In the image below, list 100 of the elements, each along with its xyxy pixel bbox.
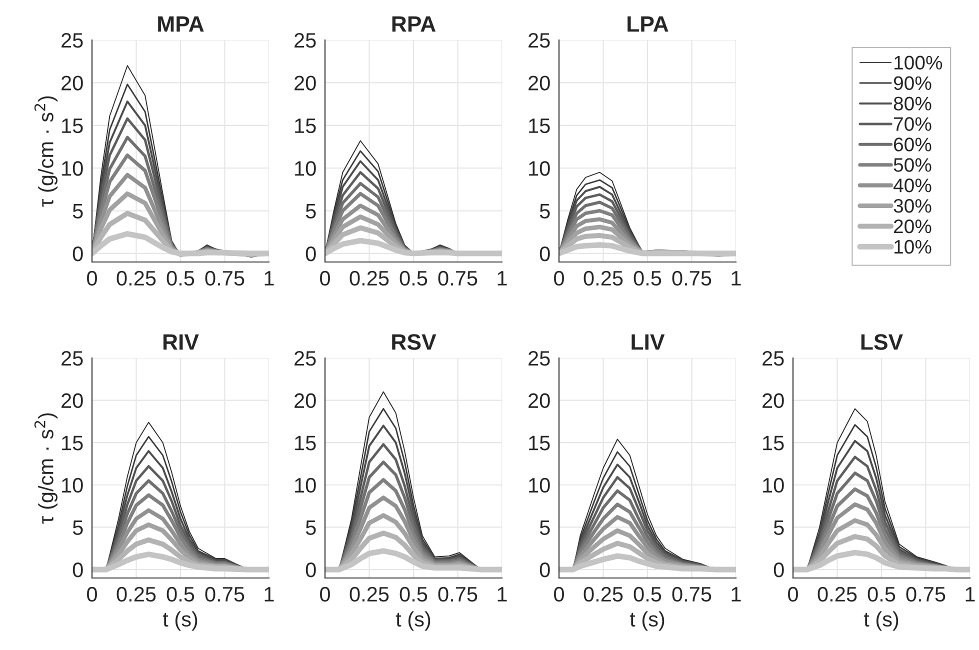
x-tick-label: 0 — [320, 586, 330, 602]
legend-label: 40% — [893, 178, 932, 192]
legend-label: 30% — [894, 199, 932, 213]
y-tick-label: 10 — [529, 478, 550, 493]
chart-title: LPA — [628, 16, 668, 32]
legend-label: 80% — [894, 96, 932, 110]
y-tick-label: 0 — [306, 562, 316, 578]
y-tick-label: 25 — [62, 33, 83, 48]
legend-label: 50% — [894, 158, 932, 172]
x-tick-label: 0.75 — [672, 586, 712, 602]
x-tick-label: 0.25 — [818, 586, 857, 602]
y-tick-label: 20 — [294, 76, 316, 90]
x-tick-label: 0.25 — [116, 586, 156, 602]
y-tick-label: 5 — [306, 520, 316, 535]
x-tick-label: 0.75 — [672, 270, 712, 286]
y-tick-label: 0 — [540, 246, 550, 262]
y-tick-label: 20 — [62, 393, 83, 408]
x-tick-label: 0.25 — [350, 586, 389, 602]
legend-label: 70% — [894, 117, 932, 131]
legend-label: 60% — [894, 138, 932, 152]
x-tick-label: 0.5 — [166, 270, 194, 286]
x-tick-label: 1 — [264, 271, 274, 286]
y-tick-label: 25 — [294, 33, 316, 48]
x-tick-label: 0 — [554, 586, 564, 602]
y-tick-label: 20 — [294, 393, 316, 408]
y-axis-title: τ (g/cm · s$^{2}$) — [34, 413, 58, 524]
y-tick-label: 0 — [72, 562, 83, 578]
y-tick-label: 5 — [540, 204, 550, 219]
x-tick-label: 0.5 — [166, 586, 194, 602]
x-tick-label: 0.5 — [634, 270, 662, 286]
y-tick-label: 15 — [529, 118, 550, 134]
x-tick-label: 0 — [788, 586, 798, 602]
legend-label: 100% — [894, 56, 942, 70]
x-tick-label: 0 — [87, 270, 97, 286]
x-tick-label: 0 — [554, 270, 564, 286]
x-tick-label: 0.25 — [584, 270, 623, 286]
x-tick-label: 1 — [966, 587, 975, 602]
x-tick-label: 0.75 — [205, 586, 244, 602]
chart-title: RSV — [392, 334, 436, 350]
y-axis-title: τ (g/cm · s$^{2}$) — [34, 96, 58, 207]
y-tick-label: 20 — [528, 393, 550, 408]
x-tick-label: 1 — [498, 271, 507, 286]
y-tick-label: 0 — [72, 246, 83, 262]
x-axis-title: t (s) — [162, 611, 198, 631]
y-tick-label: 5 — [306, 204, 316, 219]
x-axis-title: t (s) — [630, 611, 664, 631]
y-tick-label: 25 — [294, 351, 316, 366]
y-tick-label: 15 — [295, 436, 316, 450]
chart-title: LSV — [861, 334, 903, 350]
chart-title: RIV — [163, 334, 199, 350]
x-tick-label: 0.75 — [906, 586, 946, 602]
y-tick-label: 5 — [72, 204, 83, 219]
y-tick-label: 10 — [62, 478, 83, 493]
y-tick-label: 15 — [295, 118, 316, 134]
y-tick-label: 15 — [62, 436, 83, 450]
y-tick-label: 10 — [295, 161, 316, 176]
x-tick-label: 1 — [732, 587, 741, 602]
chart-title: RPA — [392, 16, 436, 32]
y-tick-label: 20 — [528, 76, 550, 90]
y-tick-label: 25 — [62, 351, 83, 366]
x-tick-label: 0.5 — [868, 586, 896, 602]
y-tick-label: 15 — [763, 436, 784, 450]
y-tick-label: 25 — [762, 351, 784, 366]
y-tick-label: 25 — [528, 351, 550, 366]
y-tick-label: 20 — [762, 393, 784, 408]
x-tick-label: 0.5 — [634, 586, 662, 602]
y-tick-label: 0 — [540, 562, 550, 578]
y-tick-label: 0 — [774, 562, 784, 578]
legend-label: 90% — [894, 76, 932, 90]
legend-label: 20% — [894, 219, 932, 234]
x-tick-label: 0.25 — [116, 270, 156, 286]
y-tick-label: 10 — [295, 478, 316, 493]
x-tick-label: 0.75 — [438, 586, 478, 602]
y-tick-label: 0 — [306, 246, 316, 262]
x-tick-label: 0.75 — [205, 270, 244, 286]
y-tick-label: 5 — [774, 520, 784, 535]
y-tick-label: 5 — [540, 520, 550, 535]
x-tick-label: 0.75 — [438, 270, 478, 286]
y-tick-label: 5 — [72, 520, 83, 535]
y-tick-label: 20 — [62, 76, 83, 90]
y-tick-label: 10 — [763, 478, 784, 493]
y-tick-label: 15 — [62, 118, 83, 134]
legend-label: 10% — [894, 240, 932, 254]
x-tick-label: 1 — [732, 271, 741, 286]
y-tick-label: 10 — [529, 161, 550, 176]
x-tick-label: 0.5 — [400, 270, 428, 286]
x-tick-label: 0 — [87, 586, 97, 602]
x-tick-label: 0 — [320, 270, 330, 286]
y-tick-label: 15 — [529, 436, 550, 450]
x-tick-label: 1 — [498, 587, 507, 602]
x-tick-label: 0.5 — [400, 586, 428, 602]
x-tick-label: 0.25 — [350, 270, 389, 286]
y-tick-label: 25 — [528, 33, 550, 48]
x-tick-label: 1 — [264, 587, 274, 602]
y-tick-label: 10 — [62, 161, 83, 176]
x-tick-label: 0.25 — [584, 586, 623, 602]
chart-title: MPA — [158, 16, 204, 32]
chart-title: LIV — [632, 334, 665, 350]
x-axis-title: t (s) — [396, 611, 430, 631]
x-axis-title: t (s) — [864, 611, 898, 631]
